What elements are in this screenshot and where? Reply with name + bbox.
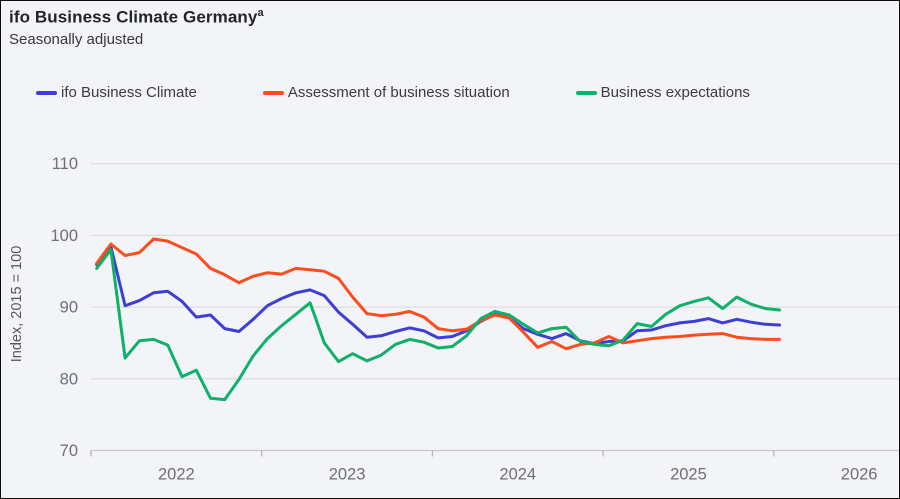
y-tick-label-70: 70 [60, 442, 78, 460]
x-tick-label-2023: 2023 [329, 466, 366, 484]
series-line-ifo-business-climate [95, 245, 781, 346]
y-axis-title: Index, 2015 = 100 [9, 246, 25, 363]
x-tick-label-2025: 2025 [670, 466, 707, 484]
legend-label: Business expectations [600, 84, 750, 101]
legend-swatch-orange [262, 90, 284, 95]
series-line-assessment-of-business-situation [95, 237, 781, 351]
chart-legend: ifo Business Climate Assessment of busin… [36, 84, 750, 101]
y-tick-label-80: 80 [60, 370, 78, 388]
x-tick-label-2022: 2022 [158, 466, 195, 484]
legend-label: ifo Business Climate [61, 84, 197, 101]
chart-title-text: ifo Business Climate Germany [9, 7, 258, 27]
chart-title: ifo Business Climate Germanya [9, 7, 264, 28]
series-line-business-expectations [95, 248, 781, 402]
x-tick-label-2026: 2026 [841, 466, 878, 484]
chart-title-footnote-marker: a [257, 7, 264, 19]
legend-item-business-expectations: Business expectations [575, 84, 750, 101]
legend-item-ifo-business-climate: ifo Business Climate [36, 84, 197, 101]
chart-subtitle: Seasonally adjusted [9, 31, 144, 48]
legend-item-assessment-of-business-situation: Assessment of business situation [262, 84, 510, 101]
y-tick-label-90: 90 [60, 299, 78, 317]
y-tick-label-110: 110 [52, 155, 78, 173]
x-tick-label-2024: 2024 [499, 466, 536, 484]
y-tick-label-100: 100 [50, 227, 78, 245]
legend-label: Assessment of business situation [287, 84, 510, 101]
legend-swatch-blue [36, 90, 57, 95]
legend-swatch-green [575, 90, 597, 95]
